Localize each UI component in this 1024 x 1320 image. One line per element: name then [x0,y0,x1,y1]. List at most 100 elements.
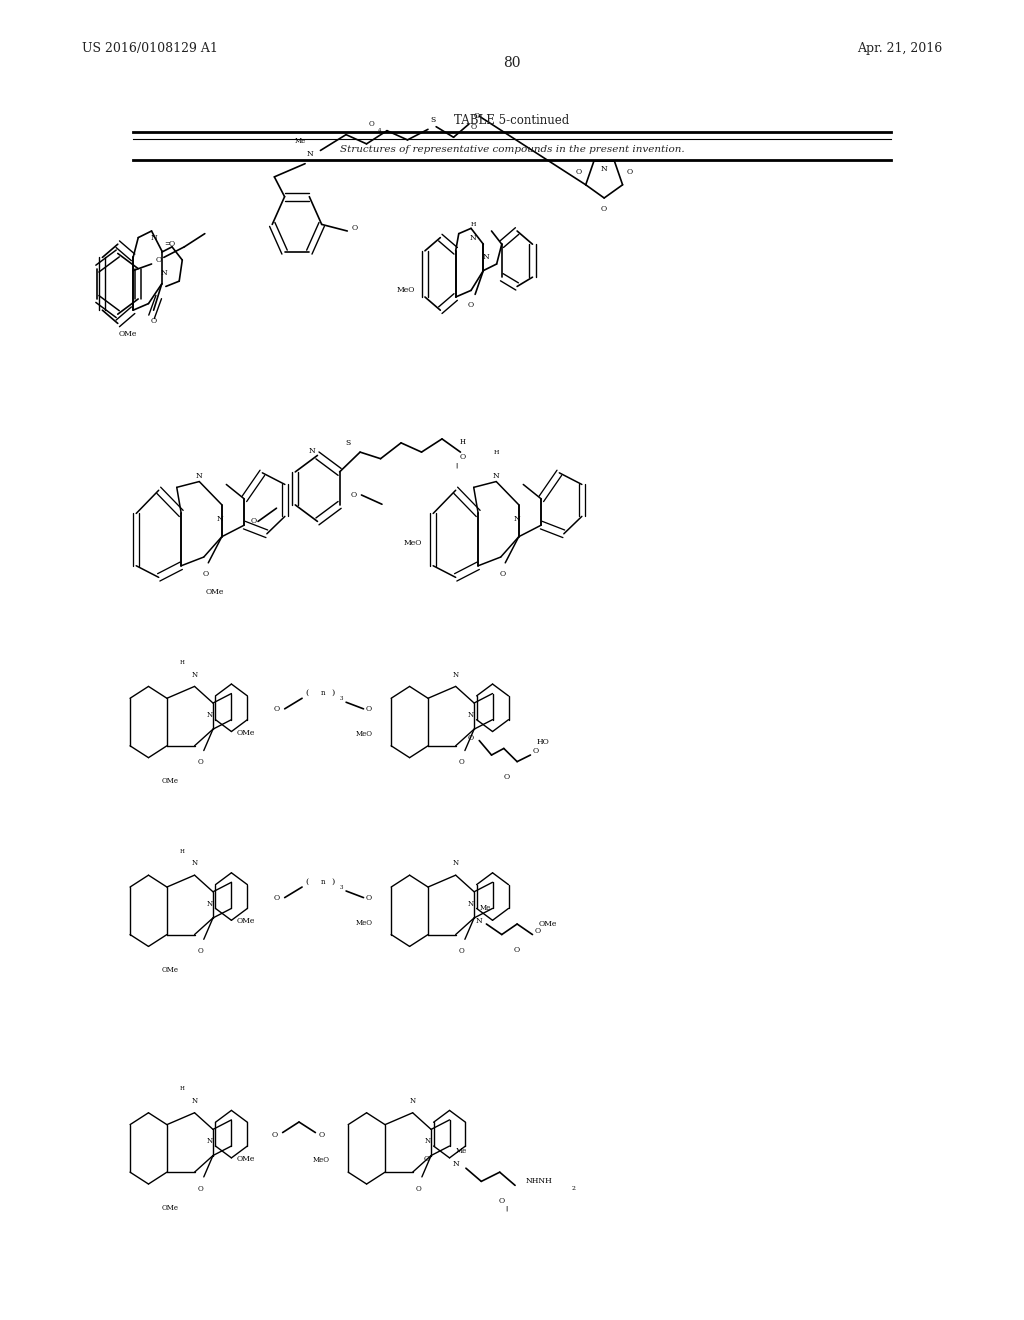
Text: O: O [535,927,541,935]
Text: Me: Me [479,904,490,912]
Text: O: O [271,1131,278,1139]
Text: MeO: MeO [396,286,415,294]
Text: H: H [179,1086,184,1092]
Text: O: O [601,205,607,213]
Text: H: H [494,450,499,455]
Text: OMe: OMe [237,917,255,925]
Text: OMe: OMe [237,729,255,737]
Text: H: H [179,849,184,854]
Text: O: O [460,453,466,462]
Text: O: O [369,120,375,128]
Text: O: O [424,1155,430,1163]
Text: 3: 3 [339,884,343,890]
Text: O: O [198,948,203,956]
Text: Structures of representative compounds in the present invention.: Structures of representative compounds i… [340,145,684,153]
Text: N: N [206,900,212,908]
Text: ): ) [331,878,335,886]
Text: 2: 2 [571,1185,575,1191]
Text: O: O [499,1197,505,1205]
Text: N: N [206,711,212,719]
Text: O: O [459,948,464,956]
Text: N: N [309,447,315,455]
Text: O: O [366,705,372,713]
Text: OMe: OMe [206,587,224,595]
Text: N: N [161,269,167,277]
Text: ): ) [331,689,335,697]
Text: n: n [321,878,325,886]
Text: O: O [198,1185,203,1193]
Text: Apr. 21, 2016: Apr. 21, 2016 [857,42,942,55]
Text: US 2016/0108129 A1: US 2016/0108129 A1 [82,42,218,55]
Text: O: O [251,517,257,525]
Text: N: N [216,515,223,523]
Text: Me: Me [456,1147,467,1155]
Text: N: N [191,1097,198,1105]
Text: N: N [424,1138,430,1146]
Text: S: S [430,116,435,124]
Text: OMe: OMe [162,777,179,785]
Text: O: O [468,301,474,309]
Text: N: N [191,859,198,867]
Text: (: ( [305,878,309,886]
Text: O: O [575,168,582,176]
Text: HO: HO [537,738,549,746]
Text: O: O [318,1131,325,1139]
Text: O: O [156,256,162,264]
Text: ‖: ‖ [455,462,458,469]
Text: MeO: MeO [312,1156,330,1164]
Text: N: N [191,671,198,678]
Text: 3: 3 [339,696,343,701]
Text: N: N [453,1160,459,1168]
Text: O: O [504,774,510,781]
Text: O: O [198,759,203,767]
Text: OMe: OMe [162,966,179,974]
Text: H: H [470,222,476,227]
Text: N: N [206,1138,212,1146]
Text: H: H [460,437,466,446]
Text: O: O [169,240,175,248]
Text: O: O [273,894,280,902]
Text: O: O [500,570,506,578]
Text: N: N [470,234,476,242]
Text: N: N [601,165,607,173]
Text: O: O [627,168,633,176]
Text: N: N [151,234,157,242]
Text: N: N [196,471,203,479]
Text: MeO: MeO [403,539,422,546]
Text: N: N [483,253,489,261]
Text: (: ( [305,689,309,697]
Text: O: O [151,317,157,325]
Text: N: N [493,471,500,479]
Text: O: O [471,123,477,131]
Text: O: O [273,705,280,713]
Text: =: = [164,240,170,248]
Text: O: O [459,759,464,767]
Text: O: O [351,224,357,232]
Text: O: O [366,894,372,902]
Text: N: N [513,515,520,523]
Text: n: n [321,689,325,697]
Text: O: O [416,1185,421,1193]
Text: OMe: OMe [237,1155,255,1163]
Text: O: O [350,491,356,499]
Text: MeO: MeO [355,919,373,927]
Text: N: N [453,671,459,678]
Text: O: O [474,112,480,120]
Text: N: N [453,859,459,867]
Text: N: N [476,917,482,925]
Text: O: O [203,570,209,578]
Text: N: N [467,711,473,719]
Text: S: S [345,438,350,447]
Text: MeO: MeO [355,730,373,738]
Text: 80: 80 [503,57,521,70]
Text: N: N [467,900,473,908]
Text: O: O [514,946,520,954]
Text: TABLE 5-continued: TABLE 5-continued [455,114,569,127]
Text: NHNH: NHNH [525,1177,552,1185]
Text: OMe: OMe [119,330,137,338]
Text: ‖: ‖ [506,1205,508,1210]
Text: H: H [179,660,184,665]
Text: OMe: OMe [162,1204,179,1212]
Text: Me: Me [294,137,305,145]
Text: N: N [307,150,313,158]
